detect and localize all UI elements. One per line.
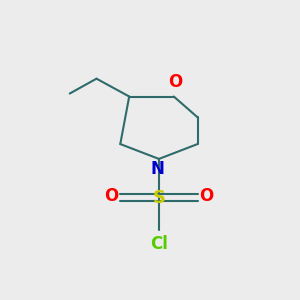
Text: Cl: Cl xyxy=(150,235,168,253)
Text: S: S xyxy=(152,189,165,207)
Text: N: N xyxy=(151,160,164,178)
Text: O: O xyxy=(168,73,182,91)
Text: O: O xyxy=(199,187,214,205)
Text: O: O xyxy=(104,187,118,205)
